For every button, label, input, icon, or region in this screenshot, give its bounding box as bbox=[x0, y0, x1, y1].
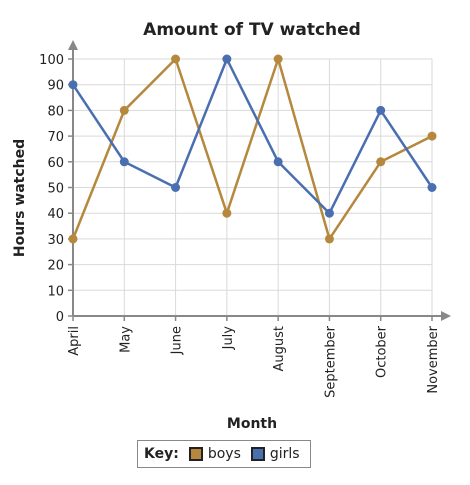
y-tick-label: 70 bbox=[47, 130, 64, 145]
data-point-boys bbox=[68, 234, 78, 244]
x-axis-label: Month bbox=[227, 416, 277, 432]
data-point-boys bbox=[171, 54, 181, 64]
series-line-girls bbox=[71, 57, 434, 215]
data-point-girls bbox=[324, 208, 334, 218]
data-point-girls bbox=[222, 54, 232, 64]
legend-swatch-girls bbox=[250, 447, 265, 461]
data-point-boys bbox=[119, 105, 129, 115]
y-tick-label: 10 bbox=[47, 284, 64, 299]
series bbox=[68, 54, 437, 244]
axes bbox=[68, 40, 451, 321]
x-tick-label: November bbox=[426, 325, 441, 393]
x-tick-label: October bbox=[375, 325, 390, 378]
data-point-girls bbox=[119, 157, 129, 167]
y-tick-label: 40 bbox=[47, 207, 64, 222]
legend-entry-girls: girls bbox=[250, 446, 300, 462]
y-tick-label: 90 bbox=[47, 79, 64, 94]
y-tick-label: 30 bbox=[47, 233, 64, 248]
x-tick-labels: April May June July August September October No… bbox=[67, 325, 441, 398]
y-axis-label: Hours watched bbox=[12, 139, 28, 257]
x-tick-label: May bbox=[118, 326, 133, 353]
y-tick-label: 100 bbox=[39, 53, 64, 68]
x-tick-label: June bbox=[170, 326, 185, 355]
y-tick-labels: 0 10 20 30 40 50 60 70 80 90 100 bbox=[39, 53, 64, 325]
chart-title: Amount of TV watched bbox=[143, 20, 361, 40]
data-point-boys bbox=[376, 157, 386, 167]
legend-swatch-boys bbox=[188, 447, 203, 461]
y-tick-label: 50 bbox=[47, 182, 64, 197]
series-line-boys bbox=[71, 57, 433, 241]
data-point-girls bbox=[273, 157, 283, 167]
data-point-boys bbox=[324, 234, 334, 244]
y-tick-label: 0 bbox=[56, 310, 64, 325]
data-point-girls bbox=[171, 183, 181, 192]
x-tick-label: August bbox=[272, 326, 287, 372]
legend-label-girls: girls bbox=[269, 446, 300, 462]
grid bbox=[73, 58, 433, 316]
legend: Key: boys girls bbox=[137, 440, 311, 468]
data-point-girls bbox=[376, 105, 386, 115]
legend-entry-boys: boys bbox=[188, 446, 241, 462]
data-point-boys bbox=[273, 54, 283, 64]
x-tick-label: April bbox=[67, 326, 82, 356]
data-point-girls bbox=[68, 80, 78, 90]
data-point-boys bbox=[427, 131, 437, 141]
y-axis-arrow bbox=[68, 40, 78, 50]
y-tick-label: 60 bbox=[47, 156, 64, 171]
series-girls bbox=[68, 54, 437, 218]
y-tick-label: 80 bbox=[47, 104, 64, 119]
x-tick-label: July bbox=[221, 326, 236, 351]
data-point-girls bbox=[427, 183, 437, 192]
series-boys bbox=[68, 54, 437, 244]
y-tick-label: 20 bbox=[47, 259, 64, 274]
legend-label-boys: boys bbox=[207, 446, 241, 462]
data-point-boys bbox=[222, 208, 232, 218]
x-axis-arrow bbox=[441, 311, 451, 321]
x-tick-label: September bbox=[323, 325, 338, 398]
legend-title: Key: bbox=[144, 446, 179, 462]
